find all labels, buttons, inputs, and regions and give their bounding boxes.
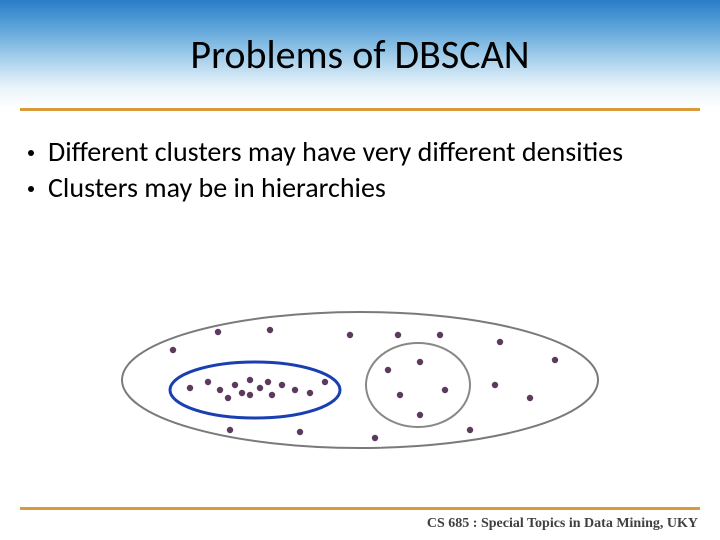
footer-line: [20, 507, 700, 510]
cluster-diagram: [100, 290, 620, 470]
title-underline: [20, 108, 700, 111]
bullet-item: Clusters may be in hierarchies: [28, 171, 692, 205]
cluster-svg: [100, 290, 620, 470]
bullet-text: Clusters may be in hierarchies: [48, 171, 386, 205]
content-area: Different clusters may have very differe…: [28, 135, 692, 206]
bullet-dot-icon: [28, 186, 34, 192]
bullet-dot-icon: [28, 150, 34, 156]
bullet-text: Different clusters may have very differe…: [48, 135, 623, 169]
slide-title: Problems of DBSCAN: [0, 30, 720, 79]
bullet-item: Different clusters may have very differe…: [28, 135, 692, 169]
footer-text: CS 685 : Special Topics in Data Mining, …: [427, 516, 698, 532]
